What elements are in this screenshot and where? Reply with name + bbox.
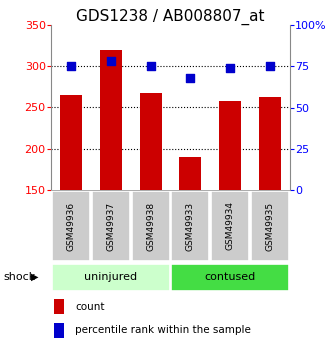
Bar	[211, 191, 249, 260]
Point	[69, 63, 74, 69]
Text: uninjured: uninjured	[84, 272, 137, 282]
Title: GDS1238 / AB008807_at: GDS1238 / AB008807_at	[76, 9, 265, 25]
Text: shock: shock	[3, 272, 35, 282]
Text: count: count	[75, 302, 105, 312]
Point	[108, 59, 114, 64]
Text: ▶: ▶	[31, 272, 38, 282]
Text: GSM49938: GSM49938	[146, 201, 155, 250]
Bar	[171, 191, 210, 260]
Text: GSM49937: GSM49937	[106, 201, 116, 250]
Point	[267, 63, 272, 69]
Point	[227, 65, 233, 71]
Bar	[219, 101, 241, 190]
Text: contused: contused	[205, 272, 256, 282]
Bar	[100, 50, 122, 190]
Text: GSM49935: GSM49935	[265, 201, 274, 250]
Point	[148, 63, 153, 69]
Bar	[54, 323, 64, 337]
Text: GSM49934: GSM49934	[225, 201, 235, 250]
Text: GSM49933: GSM49933	[186, 201, 195, 250]
Bar	[251, 191, 289, 260]
Text: percentile rank within the sample: percentile rank within the sample	[75, 325, 251, 335]
Bar	[259, 97, 281, 190]
Bar	[140, 93, 162, 190]
Text: GSM49936: GSM49936	[67, 201, 76, 250]
Bar	[131, 191, 170, 260]
Bar	[54, 299, 64, 314]
Bar	[171, 264, 289, 290]
Bar	[60, 95, 82, 190]
Point	[188, 75, 193, 81]
Bar	[52, 191, 90, 260]
Bar	[52, 264, 170, 290]
Bar	[92, 191, 130, 260]
Bar	[179, 157, 201, 190]
